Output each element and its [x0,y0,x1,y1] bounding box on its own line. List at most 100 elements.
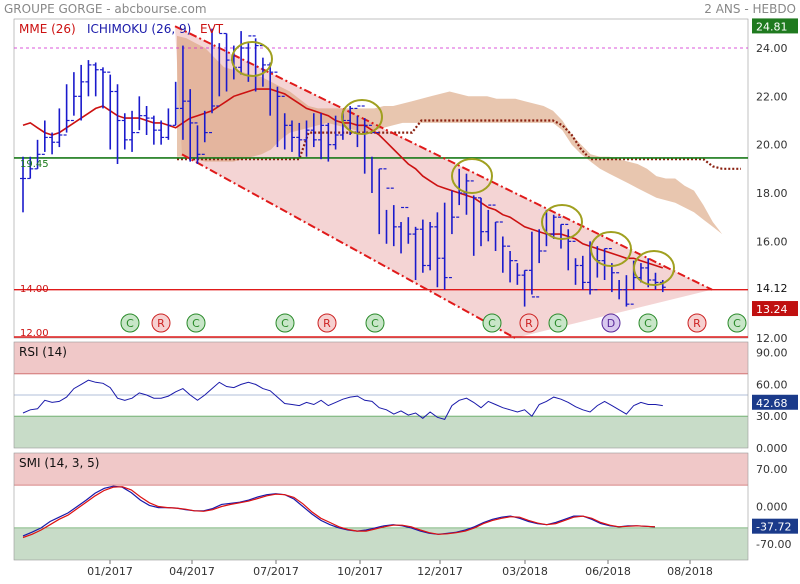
support-label: 19.45 [20,159,49,170]
signal-icon-r: R [151,313,171,333]
ohlc-bar [652,272,659,290]
ohlc-bar [216,32,223,107]
channel-top-line [174,25,713,291]
touch-ellipse [590,231,632,267]
period-label: 2 ANS - HEBDO [704,2,796,16]
ohlc-bar [92,62,99,97]
ohlc-bar [441,202,448,290]
mme-legend: MME (26) [19,22,76,36]
ohlc-bar [623,275,630,307]
touch-ellipse [341,99,383,135]
ohlc-bar [608,247,615,293]
chart-title: GROUPE GORGE - abcbourse.com [4,2,207,16]
price-tick-label: 18.00 [756,187,788,200]
price-tick-label: 20.00 [756,139,788,152]
ohlc-bar [20,156,26,213]
signal-icon-c: C [186,313,206,333]
rsi-tick-label: 30.00 [756,410,788,423]
signal-letter: C [281,317,289,330]
ohlc-bar [398,206,405,254]
touch-ellipse [231,41,273,77]
smi-panel: SMI (14, 3, 5) -70.00 0.000 70.00 -37.72 [13,452,798,561]
signal-letter: C [733,317,741,330]
ohlc-bar [427,222,434,271]
ohlc-bar [354,105,361,148]
level-12-label: 12.00 [20,328,49,339]
signal-letter: C [554,317,562,330]
ohlc-bar [252,35,259,92]
rsi-line [22,379,663,420]
ohlc-bar [281,95,288,150]
signal-icon-c: C [120,313,140,333]
ohlc-bar [49,132,56,155]
ohlc-bar [485,204,492,242]
signal-circle [519,313,539,333]
ohlc-bar [550,214,557,239]
ohlc-bar [376,131,383,235]
rsi-value-tag: 42.68 [752,394,798,410]
signal-circle [482,313,502,333]
ohlc-bar [470,180,477,256]
level-14-label: 14.00 [20,284,49,295]
ohlc-bar [390,187,397,247]
signal-icon-c: C [482,313,502,333]
signal-icon-r: R [317,313,337,333]
channel-bottom-line [181,153,516,339]
smi-title: SMI (14, 3, 5) [19,456,99,470]
ohlc-bar [405,206,412,244]
signal-circle [548,313,568,333]
ohlc-bar [659,280,666,293]
ohlc-bar [514,260,521,285]
last-value-tag-text: 14.12 [756,282,788,295]
signal-icon-c: C [548,313,568,333]
signal-icon-r: R [519,313,539,333]
smi-tick-label: 0.000 [756,501,788,514]
price-tick-label: 24.00 [756,42,788,55]
ohlc-bar [456,168,463,218]
max-value-tag: 24.81 [752,18,798,34]
min-value-tag-box [752,301,798,317]
signal-icon-c: C [275,313,295,333]
ohlc-bar [383,168,390,244]
ohlc-bar [434,212,441,288]
signal-letter: C [192,317,200,330]
ohlc-bar [572,240,579,285]
ohlc-bar [274,71,281,148]
max-value-tag-text: 24.81 [756,20,788,33]
signal-icon-c: C [727,313,747,333]
ohlc-bar [616,272,623,300]
price-panel: C R C C R C C R C D C R C MME (26) ICHIMOKU (26, 9) EVT… [13,18,798,345]
signal-icon-c: C [638,313,658,333]
min-value-tag: 13.24 [752,301,798,317]
ohlc-bar [318,113,325,160]
ohlc-bar [267,62,274,116]
evt-legend: EVT [200,22,224,36]
ohlc-bar [194,122,201,164]
ohlc-bar [332,115,339,150]
ohlc-bar [172,81,179,126]
smi-value-tag-text: -37.72 [756,521,791,534]
ohlc-bar [114,84,121,164]
ohlc-bar [361,105,368,174]
signal-icon-c: C [365,313,385,333]
signal-circle [638,313,658,333]
ohlc-bar [136,96,143,134]
x-tick-label: 12/2017 [417,565,463,578]
ohlc-bar [288,120,295,152]
signal-circle [120,313,140,333]
signal-circle [151,313,171,333]
ohlc-bar [507,245,514,283]
signal-letter: R [693,317,701,330]
last-value-tag-box [752,279,798,295]
signal-circle [317,313,337,333]
ohlc-bar [201,110,208,155]
ichimoku-legend: ICHIMOKU (26, 9) [87,22,191,36]
ohlc-bar [165,108,172,140]
ohlc-bar [303,120,310,157]
ohlc-bar [478,197,485,247]
ohlc-bar [78,64,85,121]
smi-value-tag: -37.72 [752,518,798,534]
rsi-value-tag-text: 42.68 [756,397,788,410]
signal-circle [687,313,707,333]
